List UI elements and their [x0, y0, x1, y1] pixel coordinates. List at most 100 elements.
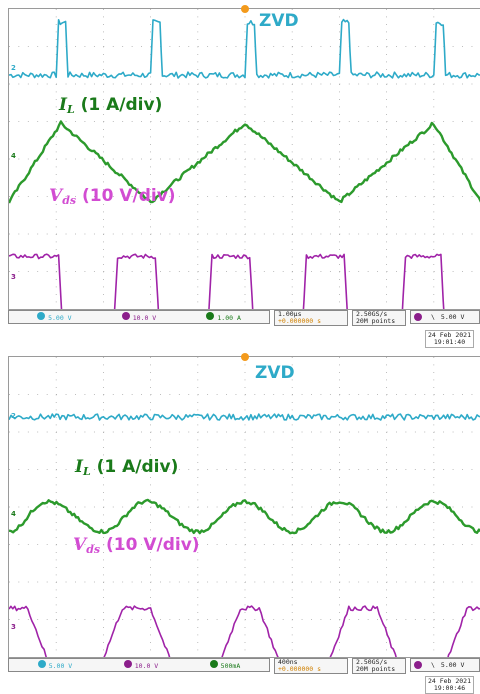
- trace-il: [9, 498, 480, 535]
- grid-dot: [471, 431, 473, 433]
- grid-dot: [386, 574, 387, 576]
- grid-dot: [150, 286, 151, 288]
- grid-dot: [339, 431, 341, 433]
- channel-2-marker: 2: [11, 412, 16, 420]
- grid-dot: [9, 158, 10, 160]
- grid-dot: [55, 559, 57, 561]
- grid-dot: [339, 544, 340, 546]
- grid-dot: [207, 506, 209, 508]
- grid-dot: [150, 649, 151, 651]
- grid-dot: [433, 279, 435, 280]
- grid-dot: [433, 106, 435, 108]
- grid-dot: [55, 582, 57, 583]
- grid-dot: [339, 604, 340, 606]
- grid-dot: [424, 394, 426, 395]
- grid-dot: [291, 136, 293, 138]
- grid-dot: [291, 364, 293, 366]
- grid-dot: [150, 634, 151, 636]
- grid-dot: [424, 581, 426, 583]
- grid-dot: [103, 9, 104, 10]
- grid-dot: [433, 286, 435, 288]
- grid-dot: [75, 271, 76, 272]
- grid-dot: [339, 394, 341, 395]
- grid-dot: [150, 219, 151, 220]
- grid-dot: [150, 506, 152, 508]
- grid-dot: [103, 567, 104, 568]
- grid-dot: [339, 597, 340, 598]
- grid-dot: [160, 271, 161, 272]
- grid-dot: [122, 506, 124, 508]
- grid-dot: [386, 249, 387, 250]
- grid-dot: [452, 158, 454, 160]
- grid-dot: [150, 121, 152, 122]
- grid-dot: [339, 469, 341, 470]
- grid-dot: [386, 264, 387, 265]
- grid-dot: [291, 16, 293, 18]
- grid-dot: [263, 469, 265, 470]
- grid-dot: [84, 158, 86, 160]
- grid-dot: [386, 567, 387, 568]
- grid-dot: [291, 357, 293, 358]
- grid-dot: [197, 249, 199, 250]
- grid-dot: [197, 256, 199, 258]
- grid-dot: [84, 233, 86, 235]
- grid-dot: [396, 581, 397, 583]
- grid-dot: [150, 364, 151, 366]
- grid-dot: [291, 166, 293, 168]
- grid-dot: [178, 196, 180, 197]
- grid-dot: [339, 31, 340, 33]
- grid-dot: [311, 431, 312, 433]
- grid-dot: [329, 394, 331, 395]
- grid-dot: [291, 301, 293, 303]
- grid-dot: [339, 387, 340, 388]
- grid-dot: [244, 114, 246, 115]
- grid-dot: [55, 634, 57, 636]
- grid-dot: [55, 16, 57, 18]
- grid-dot: [55, 136, 57, 138]
- grid-dot: [103, 484, 104, 486]
- grid-dot: [103, 634, 104, 636]
- grid-dot: [254, 233, 256, 235]
- grid-dot: [424, 121, 426, 122]
- grid-dot: [197, 121, 199, 123]
- grid-dot: [112, 394, 114, 395]
- grid-dot: [197, 121, 199, 122]
- grid-dot: [291, 286, 293, 288]
- grid-dot: [150, 271, 152, 272]
- grid-dot: [291, 529, 293, 531]
- grid-dot: [56, 506, 57, 508]
- status-bar: 5.00 V 10.0 V 500mA 400ns +0.000000 s 2.…: [8, 658, 480, 674]
- grid-dot: [396, 83, 397, 85]
- grid-dot: [244, 597, 246, 598]
- grid-dot: [414, 394, 416, 395]
- grid-dot: [169, 544, 171, 545]
- grid-dot: [291, 91, 293, 93]
- grid-dot: [291, 24, 293, 25]
- grid-dot: [46, 196, 48, 197]
- grid-dot: [55, 529, 57, 531]
- grid-dot: [150, 233, 152, 235]
- grid-dot: [122, 544, 124, 545]
- grid-dot: [282, 121, 284, 122]
- grid-dot: [37, 196, 39, 197]
- trace-zvd: [9, 18, 480, 79]
- grid-dot: [112, 506, 114, 508]
- grid-dot: [197, 612, 199, 613]
- grid-dot: [55, 256, 57, 258]
- grid-dot: [433, 114, 435, 115]
- grid-dot: [282, 544, 284, 545]
- grid-dot: [75, 506, 76, 508]
- grid-dot: [103, 537, 104, 538]
- grid-dot: [103, 506, 105, 508]
- grid-dot: [433, 387, 435, 388]
- grid-dot: [150, 379, 151, 381]
- grid-dot: [471, 581, 473, 583]
- grid-dot: [433, 189, 435, 190]
- channel-4-marker: 4: [11, 152, 16, 160]
- grid-dot: [112, 46, 114, 47]
- grid-dot: [55, 91, 57, 93]
- grid-dot: [46, 506, 48, 508]
- grid-dot: [291, 69, 293, 70]
- grid-dot: [46, 83, 48, 85]
- grid-dot: [197, 174, 199, 175]
